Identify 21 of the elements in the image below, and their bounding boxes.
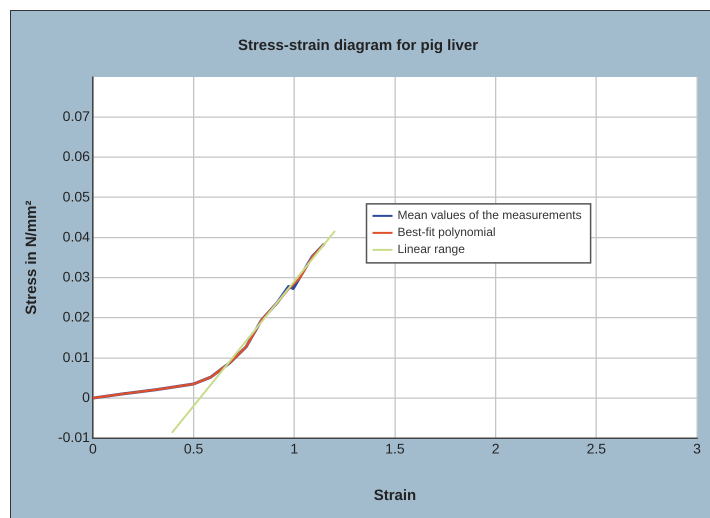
- y-tick-label: 0.02: [62, 308, 90, 325]
- x-tick-label: 2.5: [586, 440, 606, 456]
- y-tick-label: -0.01: [58, 429, 90, 446]
- x-tick-label: 1: [290, 440, 298, 456]
- x-tick-label: 2: [492, 440, 500, 456]
- chart-title: Stress-strain diagram for pig liver: [238, 37, 478, 54]
- legend-label: Best-fit polynomial: [398, 225, 496, 240]
- y-tick-label: 0: [82, 388, 90, 405]
- legend-label: Linear range: [398, 242, 466, 256]
- x-tick-label: 1.5: [385, 440, 405, 456]
- y-tick-label: 0.05: [62, 188, 90, 204]
- y-tick-label: 0.07: [62, 108, 90, 124]
- y-tick-label: 0.04: [62, 228, 90, 244]
- legend-label: Mean values of the measurements: [398, 208, 582, 222]
- y-tick-label: 0.01: [62, 348, 90, 365]
- x-axis-title: Strain: [374, 487, 416, 504]
- x-tick-label: 3: [693, 440, 702, 456]
- y-axis-title: Stress in N/mm²: [23, 200, 40, 315]
- y-tick-label: 0.06: [62, 148, 90, 164]
- x-tick-label: 0.5: [184, 440, 204, 456]
- y-tick-label: 0.03: [62, 268, 90, 285]
